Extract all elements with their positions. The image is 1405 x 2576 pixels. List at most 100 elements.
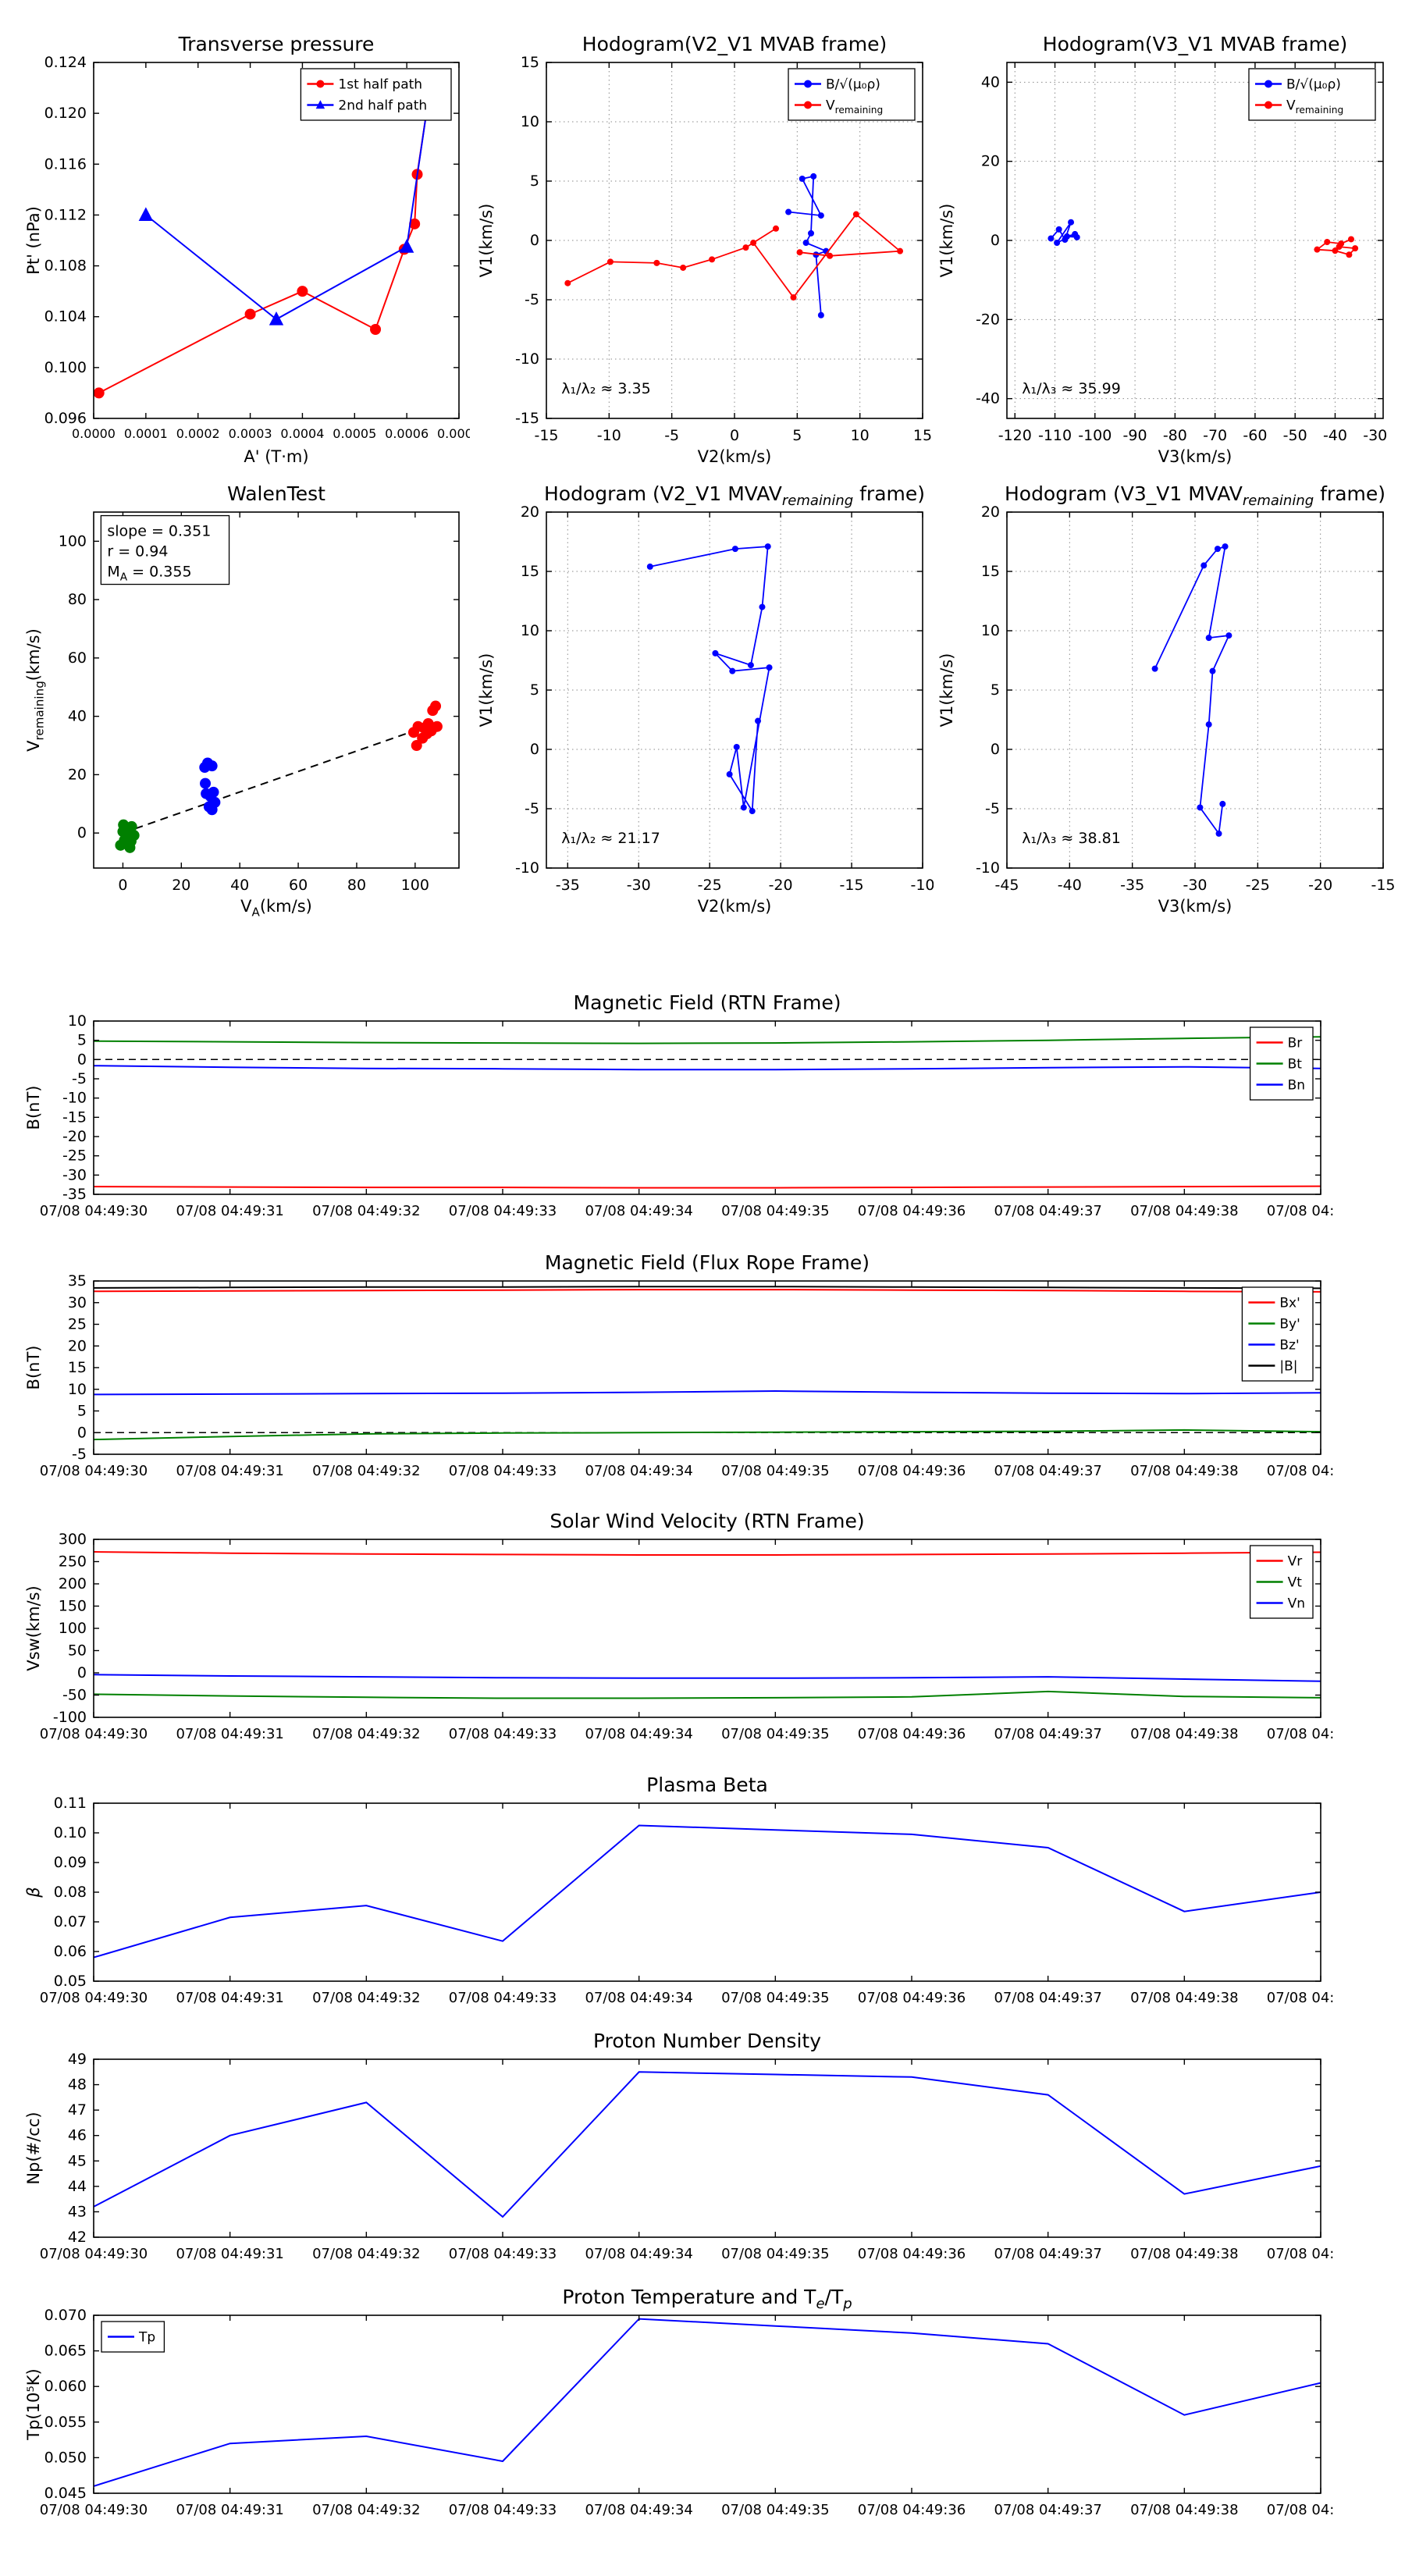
svg-text:0.08: 0.08 — [54, 1884, 87, 1901]
svg-text:-15: -15 — [515, 410, 539, 427]
svg-text:-10: -10 — [515, 350, 539, 368]
chart-title: Magnetic Field (RTN Frame) — [573, 991, 841, 1014]
svg-text:-10: -10 — [597, 427, 621, 444]
svg-text:A' (T·m): A' (T·m) — [244, 447, 308, 466]
panel-hodogram-v3v1-mvab: Hodogram(V3_V1 MVAB frame) -120 -110 -100-… — [937, 22, 1394, 468]
svg-text:10: 10 — [851, 427, 870, 444]
svg-text:07/08 04:49:38: 07/08 04:49:38 — [1130, 2246, 1238, 2262]
svg-text:0: 0 — [118, 877, 127, 894]
chart-title: Transverse pressure — [178, 33, 375, 55]
hodogram-v2v1-mvab-svg: -15 -10 -5 0 5 10 15 -15 -10 -5 0 5 10 15 V2(km/s) V1(k… — [476, 22, 934, 468]
walen-test-svg: 0 20 40 60 80 100 0 20 40 60 80 100 VA(km/s) Vremaini… — [23, 471, 470, 918]
panel-hodogram-v3v1-mvav: Hodogram (V3_V1 MVAVremaining frame) -45… — [937, 471, 1394, 918]
svg-text:07/08 04:49:30: 07/08 04:49:30 — [40, 1726, 148, 1742]
svg-text:slope = 0.351: slope = 0.351 — [107, 523, 211, 540]
svg-text:0.05: 0.05 — [54, 1973, 87, 1990]
svg-text:Np(#/cc): Np(#/cc) — [24, 2112, 43, 2184]
svg-text:-120: -120 — [998, 427, 1032, 444]
chart-title: Proton Temperature and Te/Tp — [562, 2286, 852, 2312]
svg-text:20: 20 — [521, 503, 539, 521]
svg-text:-5: -5 — [72, 1446, 87, 1463]
panel-hodogram-v2v1-mvab: Hodogram(V2_V1 MVAB frame) -15 -10 -5 0 5 10 1… — [476, 22, 934, 468]
svg-text:07/08 04:49:34: 07/08 04:49:34 — [585, 2502, 692, 2518]
svg-text:300: 300 — [59, 1531, 87, 1548]
proton-density-svg: 07/08 04:49:30 07/08 04:49:31 07/08 04:49:… — [23, 2023, 1335, 2273]
svg-text:-25: -25 — [698, 877, 722, 894]
svg-text:10: 10 — [68, 1012, 87, 1030]
svg-text:07/08 04:49:37: 07/08 04:49:37 — [994, 1203, 1101, 1219]
svg-text:V2(km/s): V2(km/s) — [698, 447, 772, 466]
svg-text:-10: -10 — [515, 859, 539, 877]
svg-text:λ₁/λ₂ ≈ 3.35: λ₁/λ₂ ≈ 3.35 — [561, 380, 650, 397]
svg-text:07/08 04:49:34: 07/08 04:49:34 — [585, 2246, 692, 2262]
svg-text:0.0007: 0.0007 — [437, 426, 470, 441]
svg-text:Vremaining(km/s): Vremaining(km/s) — [24, 628, 46, 752]
bfield-fluxrope-svg: 07/08 04:49:30 07/08 04:49:31 07/08 04:49:… — [23, 1245, 1335, 1490]
svg-text:250: 250 — [59, 1553, 87, 1571]
svg-text:100: 100 — [401, 877, 429, 894]
svg-text:07/08 04:49:32: 07/08 04:49:32 — [312, 1726, 420, 1742]
svg-text:By': By' — [1279, 1316, 1300, 1332]
vsw-rtn-svg: 07/08 04:49:30 07/08 04:49:31 07/08 04:49:… — [23, 1503, 1335, 1753]
svg-text:60: 60 — [68, 649, 87, 667]
chart-title: Hodogram (V2_V1 MVAVremaining frame) — [543, 482, 926, 509]
svg-text:07/08 04:49:34: 07/08 04:49:34 — [585, 1990, 692, 2006]
svg-text:-10: -10 — [976, 859, 1000, 877]
svg-text:0: 0 — [730, 427, 739, 444]
svg-text:07/08 04:49:37: 07/08 04:49:37 — [994, 2246, 1101, 2262]
chart-title: WalenTest — [227, 482, 325, 505]
panel-vsw-rtn: Solar Wind Velocity (RTN Frame) 07/08 04… — [23, 1503, 1335, 1753]
svg-text:0.0002: 0.0002 — [176, 426, 220, 441]
svg-text:07/08 04:49:39: 07/08 04:49:39 — [1267, 2246, 1335, 2262]
svg-text:-15: -15 — [62, 1108, 87, 1126]
svg-text:0: 0 — [77, 1424, 87, 1441]
chart-title: Plasma Beta — [646, 1774, 768, 1796]
svg-text:1st half path: 1st half path — [338, 76, 422, 92]
panel-proton-temperature: Proton Temperature and Te/Tp 07/08 04:49… — [23, 2279, 1335, 2529]
proton-temp-svg: 07/08 04:49:30 07/08 04:49:31 07/08 04:49:… — [23, 2279, 1335, 2529]
svg-text:B/√(μ₀ρ): B/√(μ₀ρ) — [826, 76, 880, 92]
panel-walen-test: WalenTest 0 20 40 60 80 100 0 20 40 60 80 100 VA(km/… — [23, 471, 470, 918]
svg-text:-15: -15 — [1371, 877, 1394, 894]
svg-text:-50: -50 — [1283, 427, 1307, 444]
panel-transverse-pressure: Transverse pressure 0.0000 0.0001 0.0002 0.… — [23, 22, 470, 468]
svg-text:-40: -40 — [1058, 877, 1082, 894]
svg-text:B(nT): B(nT) — [24, 1346, 43, 1390]
svg-text:0.0004: 0.0004 — [280, 426, 324, 441]
svg-text:-10: -10 — [910, 877, 934, 894]
svg-text:07/08 04:49:38: 07/08 04:49:38 — [1130, 1203, 1238, 1219]
svg-text:V3(km/s): V3(km/s) — [1158, 897, 1232, 916]
svg-text:10: 10 — [981, 622, 1000, 639]
svg-text:150: 150 — [59, 1598, 87, 1615]
svg-text:0: 0 — [77, 1051, 87, 1068]
svg-text:-35: -35 — [1120, 877, 1144, 894]
svg-text:07/08 04:49:34: 07/08 04:49:34 — [585, 1203, 692, 1219]
svg-text:0: 0 — [530, 741, 539, 758]
svg-text:Tp(10⁵K): Tp(10⁵K) — [24, 2368, 43, 2440]
svg-text:15: 15 — [521, 563, 539, 580]
svg-text:-20: -20 — [976, 311, 1000, 328]
svg-text:10: 10 — [521, 113, 539, 130]
svg-text:07/08 04:49:37: 07/08 04:49:37 — [994, 1990, 1101, 2006]
svg-text:07/08 04:49:36: 07/08 04:49:36 — [858, 1463, 966, 1479]
svg-text:-25: -25 — [1246, 877, 1270, 894]
svg-text:β: β — [24, 1887, 43, 1898]
svg-text:-30: -30 — [627, 877, 651, 894]
svg-text:07/08 04:49:30: 07/08 04:49:30 — [40, 2502, 148, 2518]
svg-text:07/08 04:49:30: 07/08 04:49:30 — [40, 1463, 148, 1479]
svg-text:0.0005: 0.0005 — [333, 426, 376, 441]
svg-text:07/08 04:49:31: 07/08 04:49:31 — [176, 2502, 283, 2518]
svg-text:07/08 04:49:35: 07/08 04:49:35 — [721, 1463, 829, 1479]
svg-text:V3(km/s): V3(km/s) — [1158, 447, 1232, 466]
svg-text:07/08 04:49:30: 07/08 04:49:30 — [40, 2246, 148, 2262]
svg-text:0.104: 0.104 — [44, 308, 87, 326]
svg-text:10: 10 — [521, 622, 539, 639]
svg-text:Vremaining: Vremaining — [1286, 98, 1343, 115]
svg-text:07/08 04:49:31: 07/08 04:49:31 — [176, 2246, 283, 2262]
svg-text:07/08 04:49:38: 07/08 04:49:38 — [1130, 1726, 1238, 1742]
svg-text:07/08 04:49:31: 07/08 04:49:31 — [176, 1726, 283, 1742]
svg-text:5: 5 — [77, 1403, 87, 1420]
chart-title: Hodogram(V3_V1 MVAB frame) — [1042, 33, 1348, 55]
svg-text:07/08 04:49:32: 07/08 04:49:32 — [312, 2502, 420, 2518]
svg-text:07/08 04:49:35: 07/08 04:49:35 — [721, 1990, 829, 2006]
